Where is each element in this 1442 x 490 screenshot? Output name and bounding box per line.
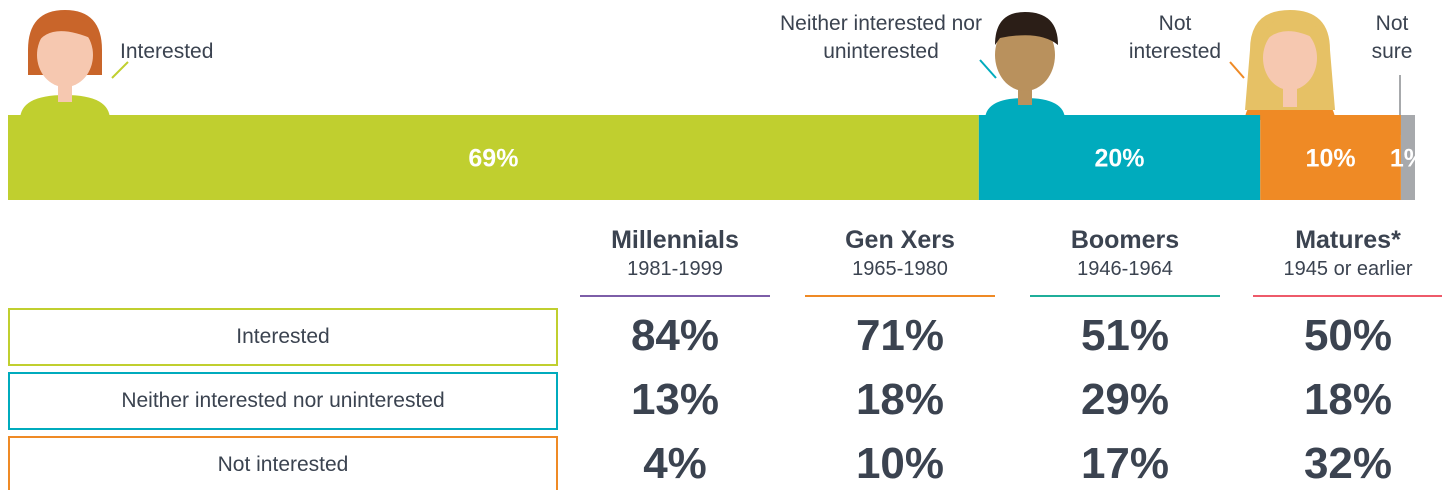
data-label: 69% <box>468 145 518 173</box>
column-years: 1946-1964 <box>1077 258 1173 280</box>
column-years: 1945 or earlier <box>1283 258 1413 280</box>
person-icon <box>1229 10 1335 120</box>
table-cell: 50% <box>1303 311 1393 360</box>
annotation: Not interested <box>1128 12 1222 63</box>
person-icon <box>979 12 1065 120</box>
annotation: Not sure <box>1371 12 1413 63</box>
column-underline <box>805 295 995 297</box>
table-cell: 71% <box>855 311 945 360</box>
column-name: Matures* <box>1295 226 1401 254</box>
row-label: Not interested <box>8 436 558 490</box>
table-cell: 4% <box>643 439 707 488</box>
column-years: 1965-1980 <box>852 258 948 280</box>
data-label: 10% <box>1306 145 1356 173</box>
column-name: Millennials <box>611 226 739 254</box>
bar-segment <box>8 115 979 200</box>
table-cell: 29% <box>1080 375 1170 424</box>
data-label: 1% <box>1390 145 1426 173</box>
person-icon <box>20 10 129 120</box>
column-underline <box>1253 295 1442 297</box>
row-label: Neither interested nor uninterested <box>8 372 558 430</box>
row-label: Interested <box>8 308 558 366</box>
table-cell: 18% <box>855 375 945 424</box>
bar-segment <box>1260 115 1401 200</box>
table-cell: 51% <box>1080 311 1170 360</box>
column-name: Gen Xers <box>845 226 955 254</box>
table-cell: 18% <box>1303 375 1393 424</box>
table-cell: 84% <box>630 311 720 360</box>
table-cell: 32% <box>1303 439 1393 488</box>
annotation: Neither interested nor uninterested <box>780 12 982 63</box>
table-cell: 10% <box>855 439 945 488</box>
data-label: 20% <box>1095 145 1145 173</box>
table-cell: 13% <box>630 375 720 424</box>
column-underline <box>1030 295 1220 297</box>
column-name: Boomers <box>1070 226 1180 254</box>
column-years: 1981-1999 <box>627 258 723 280</box>
bar-segment <box>1400 115 1415 200</box>
table-cell: 17% <box>1080 439 1170 488</box>
bar-segment <box>978 115 1261 200</box>
column-underline <box>580 295 770 297</box>
annotation: Interested <box>120 40 214 63</box>
